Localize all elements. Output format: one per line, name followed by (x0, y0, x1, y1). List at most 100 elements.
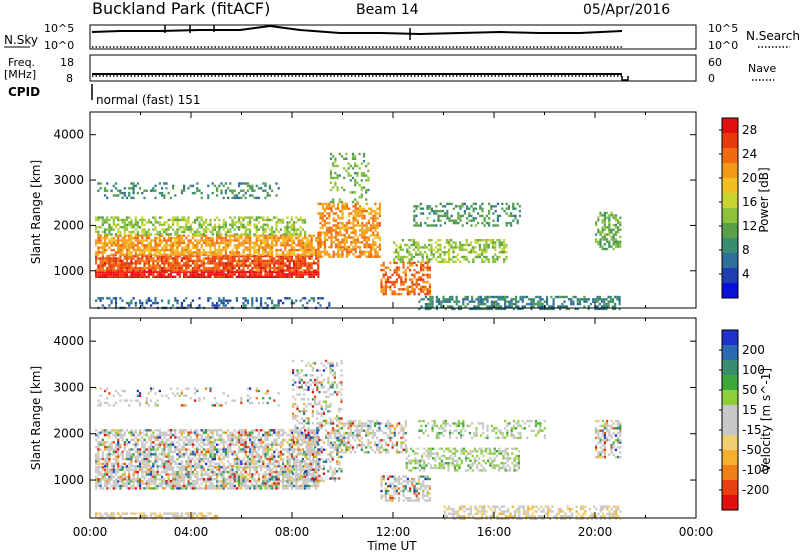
scatter-cell-power-3785 (603, 214, 606, 217)
scatter-cell-velocity-142 (191, 484, 194, 488)
scatter-cell-power-3133 (437, 209, 440, 213)
scatter-cell-power-305 (200, 273, 203, 276)
scatter-cell-power-1218 (147, 241, 150, 245)
scatter-cell-power-2999 (467, 251, 470, 254)
scatter-cell-power-3300 (387, 280, 390, 284)
scatter-cell-power-1320 (180, 234, 183, 237)
scatter-cell-power-2528 (348, 233, 351, 237)
scatter-cell-power-2039 (242, 216, 245, 219)
scatter-cell-velocity-634 (244, 475, 247, 479)
scatter-cell-power-477 (103, 269, 107, 272)
scatter-cell-power-1501 (240, 241, 243, 245)
scatter-cell-power-3492 (451, 305, 454, 308)
scatter-cell-power-2915 (430, 246, 433, 249)
scatter-cell-velocity-487 (174, 478, 177, 481)
scatter-cell-velocity-369 (114, 468, 118, 471)
scatter-cell-velocity-557 (209, 470, 212, 474)
scatter-cell-power-788 (220, 257, 223, 260)
scatter-cell-velocity-553 (207, 473, 210, 476)
scatter-cell-power-2485 (341, 233, 344, 237)
scatter-cell-power-2774 (345, 157, 348, 160)
scatter-cell-power-425 (297, 273, 300, 276)
scatter-cell-power-1414 (211, 241, 214, 245)
scatter-cell-velocity-263 (275, 482, 278, 485)
scatter-cell-velocity-589 (224, 470, 227, 474)
scatter-cell-power-3250 (507, 214, 510, 218)
scatter-cell-velocity-277 (284, 487, 287, 490)
scatter-cell-power-3395 (417, 288, 420, 291)
scatter-cell-power-1196 (141, 236, 144, 240)
scatter-cell-velocity-368 (112, 475, 115, 479)
scatter-cell-power-2940 (441, 251, 444, 254)
scatter-cell-power-1123 (119, 244, 122, 247)
scatter-cell-power-603 (150, 269, 153, 272)
scatter-cell-power-3321 (395, 261, 398, 265)
scatter-cell-power-2217 (158, 191, 161, 195)
scatter-cell-power-1825 (130, 233, 133, 236)
scatter-cell-power-3084 (503, 248, 506, 251)
scatter-cell-power-2435 (334, 226, 337, 230)
scatter-cell-power-2876 (412, 239, 415, 242)
scatter-cell-power-3347 (402, 288, 405, 291)
scatter-cell-power-1862 (150, 233, 153, 236)
scatter-cell-velocity-1039 (147, 462, 150, 466)
scatter-cell-power-3799 (606, 226, 609, 229)
scatter-cell-velocity-191 (227, 482, 230, 485)
scatter-cell-power-3412 (422, 285, 425, 289)
scatter-cell-power-1533 (251, 246, 254, 249)
scatter-cell-power-577 (141, 259, 144, 263)
scatter-cell-power-2220 (161, 194, 164, 197)
scatter-cell-velocity-769 (312, 468, 315, 471)
scatter-cell-power-398 (275, 273, 278, 276)
scatter-cell-velocity-353 (106, 470, 109, 474)
scatter-cell-power-850 (242, 259, 245, 263)
scatter-cell-power-517 (119, 259, 122, 263)
scatter-cell-power-3377 (413, 261, 416, 265)
scatter-cell-power-1416 (211, 251, 214, 254)
scatter-cell-power-570 (139, 257, 142, 260)
scatter-cell-velocity-415 (136, 478, 139, 481)
scatter-cell-power-3167 (457, 212, 460, 215)
scatter-cell-power-2002 (222, 221, 225, 224)
scatter-cell-power-2184 (121, 191, 124, 195)
scatter-cell-power-1961 (200, 218, 203, 222)
scatter-cell-velocity-730 (295, 468, 298, 471)
scatter-cell-power-298 (194, 275, 197, 278)
scatter-cell-velocity-1031 (147, 438, 150, 442)
scatter-cell-power-121 (255, 299, 258, 302)
scatter-cell-power-2687 (372, 245, 375, 249)
scatter-cell-power-2206 (141, 191, 144, 195)
scatter-cell-power-2199 (132, 189, 135, 192)
scatter-cell-velocity-527 (191, 473, 194, 476)
scatter-cell-power-3674 (565, 295, 568, 299)
scatter-cell-power-552 (130, 269, 133, 272)
scatter-cell-power-599 (150, 257, 153, 260)
scatter-cell-velocity-938 (128, 450, 131, 454)
scatter-cell-power-1248 (156, 251, 159, 254)
scatter-cell-power-737 (200, 262, 203, 265)
scatter-cell-power-2731 (378, 245, 381, 249)
scatter-cell-power-3737 (609, 295, 612, 299)
scatter-cell-power-506 (114, 262, 118, 265)
scatter-cell-power-2760 (336, 186, 339, 189)
scatter-cell-power-3478 (442, 300, 445, 303)
scatter-cell-velocity-930 (125, 450, 129, 454)
scatter-cell-velocity-676 (268, 478, 271, 481)
scatter-cell-velocity-29 (114, 484, 118, 488)
scatter-cell-power-450 (317, 275, 320, 278)
scatter-cell-power-3700 (585, 300, 588, 303)
scatter-cell-power-2330 (317, 253, 320, 256)
scatter-cell-power-3043 (485, 251, 488, 254)
frequency-panel: Freq. [MHz] 18 8 60 0 Nave (4, 54, 776, 85)
scatter-cell-velocity-529 (194, 468, 197, 471)
scatter-cell-power-1712 (308, 241, 311, 245)
scatter-cell-power-1094 (108, 246, 111, 249)
scatter-cell-velocity-212 (240, 487, 243, 490)
scatter-cell-velocity-55 (132, 487, 135, 490)
scatter-cell-power-3012 (474, 246, 477, 249)
scatter-cell-velocity-923 (123, 448, 126, 451)
scatter-cell-power-325 (216, 275, 219, 278)
scatter-cell-power-971 (286, 264, 289, 267)
scatter-cell-power-727 (196, 264, 199, 267)
scatter-cell-velocity-361 (110, 470, 113, 474)
